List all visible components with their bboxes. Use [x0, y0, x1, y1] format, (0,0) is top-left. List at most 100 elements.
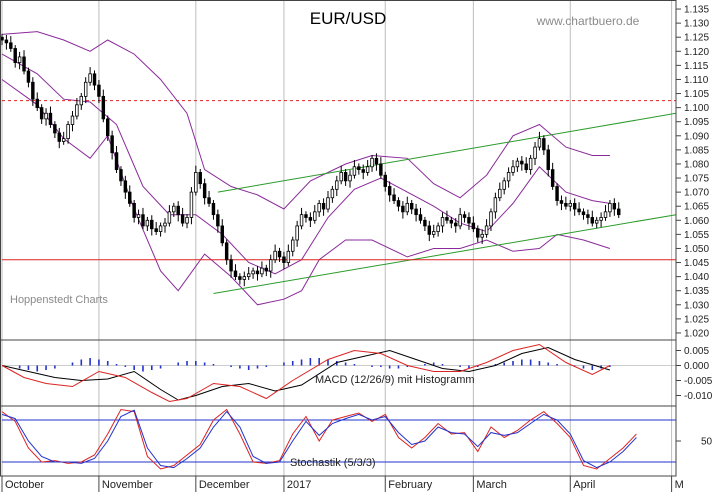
candle-body	[277, 250, 282, 258]
y-tick-label: 1.045	[684, 258, 709, 269]
candle-body	[612, 202, 617, 210]
y-tick-label: 1.020	[684, 328, 709, 339]
y-ticks: 1.135 1.130 1.125 1.120 1.115 1.110 1.105 1.100…	[676, 5, 713, 448]
y-tick-label: 1.065	[684, 202, 709, 213]
candle-body	[603, 211, 608, 218]
candle-body	[317, 202, 321, 213]
candle-body	[163, 222, 167, 227]
candle-body	[150, 219, 154, 230]
x-label: November	[102, 479, 153, 491]
candle-body	[427, 225, 432, 235]
candle-body	[295, 225, 299, 241]
candle-body	[586, 214, 590, 218]
candle-body	[542, 138, 546, 151]
y-tick-label: 1.110	[684, 75, 709, 86]
candle-body	[211, 202, 216, 216]
chart-title: EUR/USD	[310, 9, 387, 28]
upper-trend-channel	[217, 112, 677, 193]
candle-body	[268, 259, 273, 272]
y-tick-label: 1.135	[684, 5, 709, 16]
candle-body	[44, 112, 48, 120]
candle-body	[216, 214, 220, 227]
stochastik-label: Stochastik (5/3/3)	[290, 457, 376, 469]
candle-body	[119, 169, 123, 182]
candle-body	[436, 225, 440, 232]
annotation: Hoppenstedt Charts	[10, 294, 108, 306]
candle-body	[449, 219, 454, 224]
x-labels: October November December 2017 February March…	[1, 476, 684, 492]
candle-body	[264, 267, 269, 272]
y-tick-label: 1.105	[684, 89, 709, 100]
candle-body	[489, 211, 493, 227]
candle-body	[440, 217, 445, 227]
y-tick-label: 1.060	[684, 216, 709, 227]
candle-body	[471, 222, 476, 230]
candle-body	[35, 98, 39, 109]
candle-body	[255, 270, 260, 275]
watermark: www.chartbuero.de	[536, 14, 640, 28]
macd-y-tick-label: 0.000	[684, 361, 709, 372]
candle-body	[145, 219, 150, 227]
y-tick-label: 1.085	[684, 145, 709, 156]
candle-body	[242, 276, 247, 280]
y-tick-label: 1.030	[684, 300, 709, 311]
candle-body	[476, 228, 480, 238]
candle-body	[506, 172, 511, 182]
candle-body	[198, 172, 202, 185]
candle-body	[251, 270, 255, 275]
reference-lines	[2, 365, 676, 463]
candle-body	[528, 157, 533, 170]
candle-body	[31, 81, 35, 100]
candle-body	[308, 217, 313, 221]
candle-body	[79, 95, 84, 106]
candle-body	[594, 219, 599, 224]
candle-body	[66, 124, 70, 140]
candle-body	[172, 205, 176, 213]
candle-body	[409, 202, 414, 210]
candle-body	[321, 202, 326, 210]
candle-body	[39, 107, 44, 120]
candle-body	[383, 174, 387, 187]
candle-body	[546, 149, 550, 170]
candle-body	[462, 214, 467, 218]
candle-body	[282, 256, 286, 263]
x-label: March	[476, 479, 507, 491]
candle-body	[498, 188, 502, 199]
x-label: December	[199, 479, 250, 491]
candle-body	[357, 166, 361, 170]
candle-body	[326, 197, 330, 210]
candle-body	[202, 183, 207, 199]
candle-body	[185, 217, 189, 224]
x-label: October	[5, 479, 44, 491]
candle-body	[48, 112, 53, 125]
candle-body	[22, 56, 26, 72]
candle-body	[167, 211, 172, 224]
macd-y-tick-label: 0.005	[684, 346, 709, 357]
candle-body	[577, 208, 581, 213]
candle-body	[13, 48, 17, 63]
candle-body	[559, 200, 564, 204]
candle-body	[313, 211, 317, 221]
candle-body	[83, 81, 88, 97]
macd-line	[1, 346, 611, 401]
candle-body	[291, 239, 295, 252]
candle-body	[207, 197, 211, 204]
y-tick-label: 1.055	[684, 230, 709, 241]
candle-body	[132, 202, 136, 218]
candle-body	[88, 73, 92, 83]
candle-body	[97, 84, 101, 97]
candle-body	[431, 231, 436, 235]
frame	[0, 0, 677, 477]
plot-frame	[0, 0, 677, 477]
candle-body	[26, 70, 31, 83]
candle-body	[599, 217, 603, 221]
candle-body	[110, 135, 114, 154]
candle-body	[502, 180, 506, 190]
candle-body	[194, 172, 198, 193]
candle-body	[515, 160, 520, 168]
candle-body	[511, 166, 515, 173]
moving-average	[1, 53, 610, 275]
candle-body	[238, 276, 242, 280]
candle-body	[0, 36, 4, 41]
